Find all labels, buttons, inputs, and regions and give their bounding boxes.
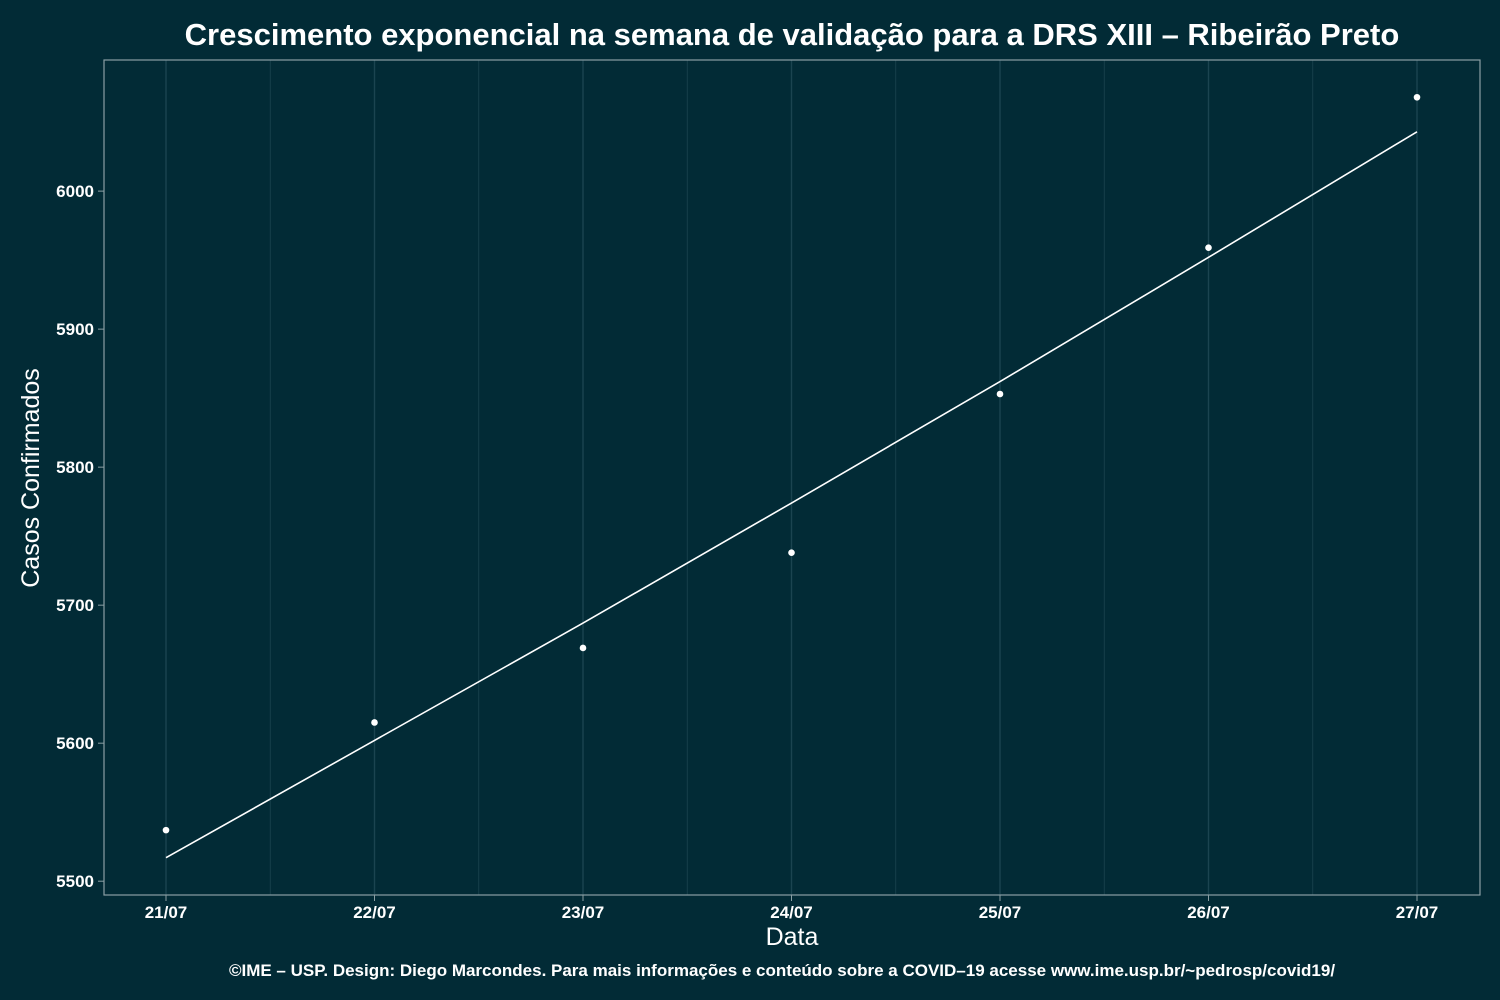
x-tick-label: 22/07 [353, 903, 396, 922]
caption-text: ©IME – USP. Design: Diego Marcondes. Par… [229, 961, 1335, 980]
y-tick-label: 5900 [56, 320, 94, 339]
y-tick-label: 5800 [56, 458, 94, 477]
x-tick-label: 24/07 [770, 903, 813, 922]
x-tick-label: 26/07 [1187, 903, 1230, 922]
chart-title: Crescimento exponencial na semana de val… [185, 17, 1400, 52]
trend-line [165, 131, 1418, 859]
line-layer [165, 131, 1418, 859]
x-tick-label: 21/07 [145, 903, 188, 922]
data-point [1205, 244, 1212, 252]
grid-layer [165, 60, 1418, 895]
data-point [579, 644, 587, 652]
x-tick-label: 27/07 [1396, 903, 1439, 922]
x-tick-label: 25/07 [979, 903, 1022, 922]
data-point [1413, 93, 1421, 101]
y-tick-label: 5700 [56, 596, 94, 615]
y-axis-title: Casos Confirmados [17, 368, 45, 588]
data-point [996, 390, 1004, 398]
data-point [788, 549, 795, 557]
y-tick-label: 5600 [56, 734, 94, 753]
point-layer [162, 93, 1421, 834]
data-point [371, 719, 378, 726]
x-axis-title: Data [766, 923, 819, 951]
y-tick-label: 5500 [56, 872, 94, 891]
data-point [162, 826, 170, 834]
y-tick-label: 6000 [56, 182, 94, 201]
x-tick-label: 23/07 [562, 903, 605, 922]
x-tick-layer: 21/07 22/07 23/07 24/07 25/07 26/07 27/07 [145, 895, 1439, 922]
y-tick-layer: 5500 5600 5700 5800 5900 6000 [56, 182, 104, 891]
